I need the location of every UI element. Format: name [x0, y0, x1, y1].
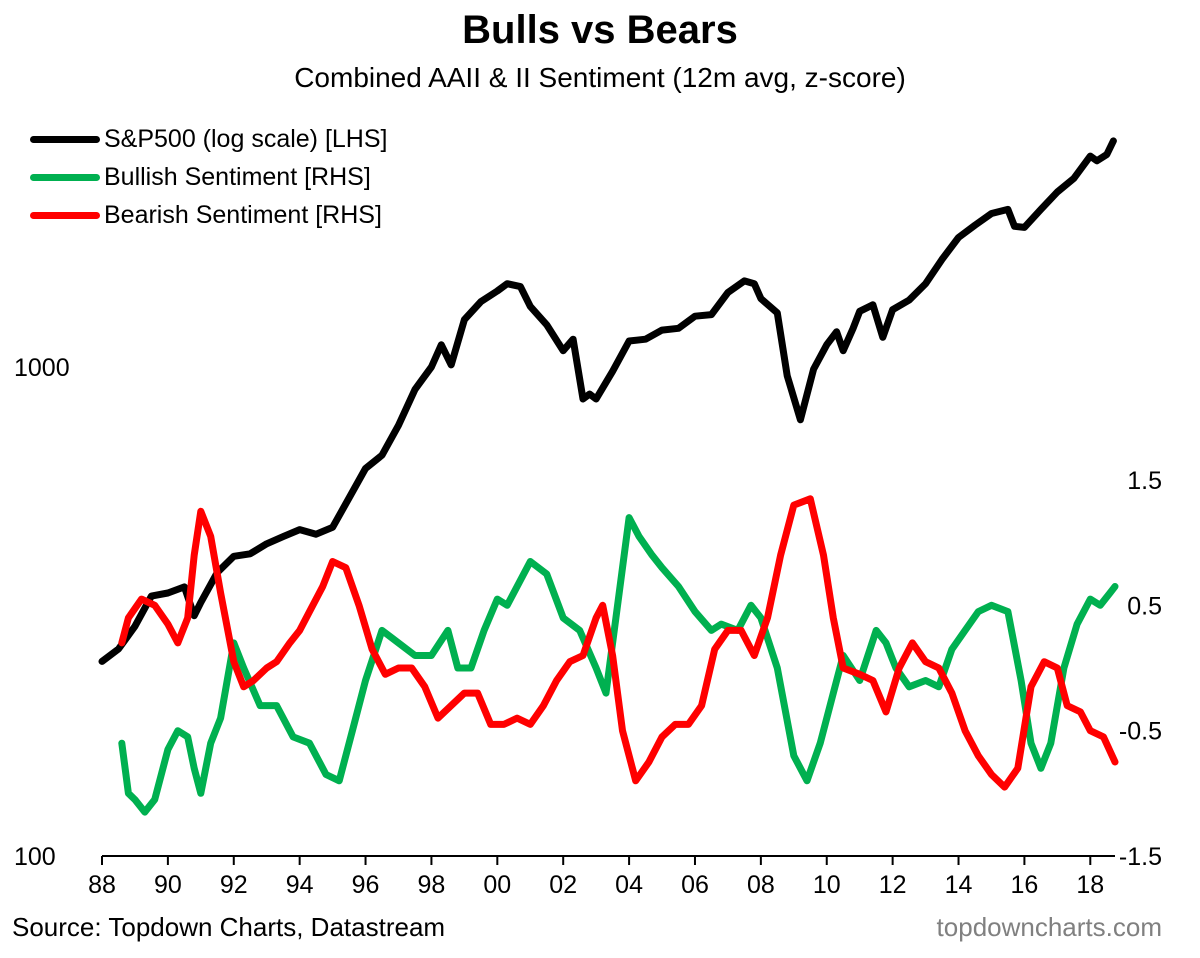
x-axis-ticks: 88 90 92 94 96 98 00 02 04 06 08 10 12 14 16 18	[88, 856, 1104, 899]
y-left-tick-label-1000: 1000	[14, 354, 70, 382]
x-tick-label-10: 10	[813, 871, 841, 899]
legend-swatch-bearish	[30, 211, 100, 219]
x-tick-label-16: 16	[1011, 871, 1039, 899]
y-right-tick-label-1.5: 1.5	[1127, 467, 1162, 495]
x-tick-label-90: 90	[154, 871, 182, 899]
x-tick-label-12: 12	[879, 871, 907, 899]
x-tick-label-96: 96	[352, 871, 380, 899]
x-tick-label-00: 00	[483, 871, 511, 899]
legend-item-bullish: Bullish Sentiment [RHS]	[30, 158, 387, 196]
y-left-tick-label-100: 100	[14, 843, 56, 871]
y-right-tick-label-0.5: 0.5	[1127, 592, 1162, 620]
legend-item-sp500: S&P500 (log scale) [LHS]	[30, 120, 387, 158]
chart-title: Bulls vs Bears	[462, 8, 738, 52]
right-axis-labels: -1.5 -0.5 0.5 1.5	[1119, 467, 1162, 871]
series-layer	[98, 137, 1119, 816]
legend-swatch-bullish	[30, 173, 100, 181]
sp500-line	[98, 137, 1117, 665]
legend-label-bearish: Bearish Sentiment [RHS]	[104, 200, 382, 229]
y-right-tick-label--1.5: -1.5	[1119, 843, 1162, 871]
y-right-tick-label--0.5: -0.5	[1119, 718, 1162, 746]
chart-subtitle: Combined AAII & II Sentiment (12m avg, z…	[294, 62, 906, 93]
x-tick-label-06: 06	[681, 871, 709, 899]
left-axis-labels: 100 1000	[14, 354, 70, 871]
x-tick-label-94: 94	[286, 871, 314, 899]
x-tick-label-04: 04	[615, 871, 643, 899]
legend-label-sp500: S&P500 (log scale) [LHS]	[104, 124, 388, 153]
legend: S&P500 (log scale) [LHS] Bullish Sentime…	[30, 120, 387, 234]
x-tick-label-88: 88	[88, 871, 116, 899]
x-tick-label-98: 98	[418, 871, 446, 899]
x-tick-label-92: 92	[220, 871, 248, 899]
source-note: Source: Topdown Charts, Datastream	[12, 912, 446, 942]
x-tick-label-02: 02	[549, 871, 577, 899]
x-tick-label-18: 18	[1076, 871, 1104, 899]
legend-item-bearish: Bearish Sentiment [RHS]	[30, 196, 387, 234]
watermark: topdowncharts.com	[936, 912, 1162, 942]
legend-label-bullish: Bullish Sentiment [RHS]	[104, 162, 371, 191]
x-tick-label-14: 14	[945, 871, 973, 899]
bearish-sentiment-line	[118, 495, 1119, 791]
bullish-sentiment-line	[118, 514, 1119, 816]
x-tick-label-08: 08	[747, 871, 775, 899]
legend-swatch-sp500	[30, 135, 100, 143]
